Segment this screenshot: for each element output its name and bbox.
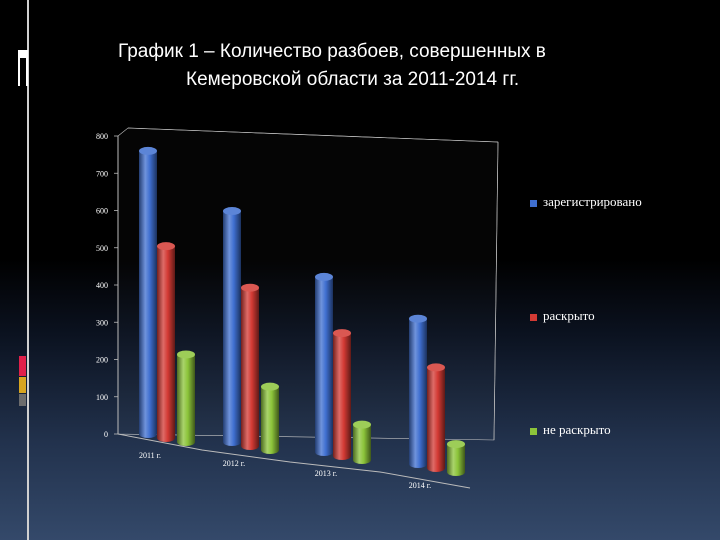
bar-cap xyxy=(139,146,157,155)
y-tick-label: 400 xyxy=(96,281,108,290)
y-tick-label: 0 xyxy=(104,430,108,439)
x-tick-label: 2014 г. xyxy=(409,481,431,490)
bar-cap xyxy=(333,329,351,338)
bar-не раскрыто xyxy=(353,424,371,464)
bar-раскрыто xyxy=(241,287,259,450)
bar-cap xyxy=(353,420,371,429)
bar-зарегистрировано xyxy=(223,211,241,446)
legend-swatch xyxy=(530,313,537,321)
bar-cap xyxy=(315,272,333,281)
bar-зарегистрировано xyxy=(315,276,333,456)
x-axis-line xyxy=(117,433,471,489)
bar-зарегистрировано xyxy=(409,318,427,468)
legend-swatch xyxy=(530,427,537,435)
bar-cap xyxy=(261,382,279,391)
chart-top-edge xyxy=(127,127,499,143)
chart-right-edge xyxy=(493,141,499,441)
legend-label: раскрыто xyxy=(543,308,595,323)
y-tick-label: 700 xyxy=(96,169,108,178)
bar-cap xyxy=(447,440,465,449)
x-tick-label: 2012 г. xyxy=(223,459,245,468)
bar-раскрыто xyxy=(427,367,445,472)
y-tick-label: 600 xyxy=(96,207,108,216)
bar-cap xyxy=(157,242,175,251)
accent-strip-red xyxy=(19,356,26,376)
y-tick-label: 100 xyxy=(96,393,108,402)
accent-strip-yellow xyxy=(19,377,26,393)
x-tick-label: 2011 г. xyxy=(139,451,161,460)
bar-cap xyxy=(241,283,259,292)
bar-зарегистрировано xyxy=(139,150,157,438)
slide-title: График 1 – Количество разбоев, совершенн… xyxy=(118,38,678,94)
bar-cap xyxy=(223,207,241,216)
bar-раскрыто xyxy=(157,246,175,442)
accent-strip-gray xyxy=(19,394,26,406)
legend-item: раскрыто xyxy=(530,308,595,324)
legend-label: не раскрыто xyxy=(543,422,611,437)
y-tick-label: 800 xyxy=(96,132,108,141)
slide-left-rule xyxy=(27,0,29,540)
bar-cap xyxy=(409,314,427,323)
bar-cap xyxy=(177,350,195,359)
bar-не раскрыто xyxy=(447,444,465,476)
slide-corner-mark-inner xyxy=(20,58,26,86)
legend-label: зарегистрировано xyxy=(543,194,642,209)
x-tick-label: 2013 г. xyxy=(315,469,337,478)
y-tick-label: 500 xyxy=(96,244,108,253)
y-tick-label: 300 xyxy=(96,318,108,327)
bar-раскрыто xyxy=(333,333,351,460)
title-line-2: Кемеровской области за 2011-2014 гг. xyxy=(186,69,520,90)
bar-не раскрыто xyxy=(177,354,195,446)
legend-item: не раскрыто xyxy=(530,422,611,438)
legend-item: зарегистрировано xyxy=(530,194,642,210)
title-line-1: График 1 – Количество разбоев, совершенн… xyxy=(118,41,546,62)
bar-cap xyxy=(427,363,445,372)
bar-не раскрыто xyxy=(261,386,279,454)
y-tick-label: 200 xyxy=(96,356,108,365)
legend-swatch xyxy=(530,199,537,207)
